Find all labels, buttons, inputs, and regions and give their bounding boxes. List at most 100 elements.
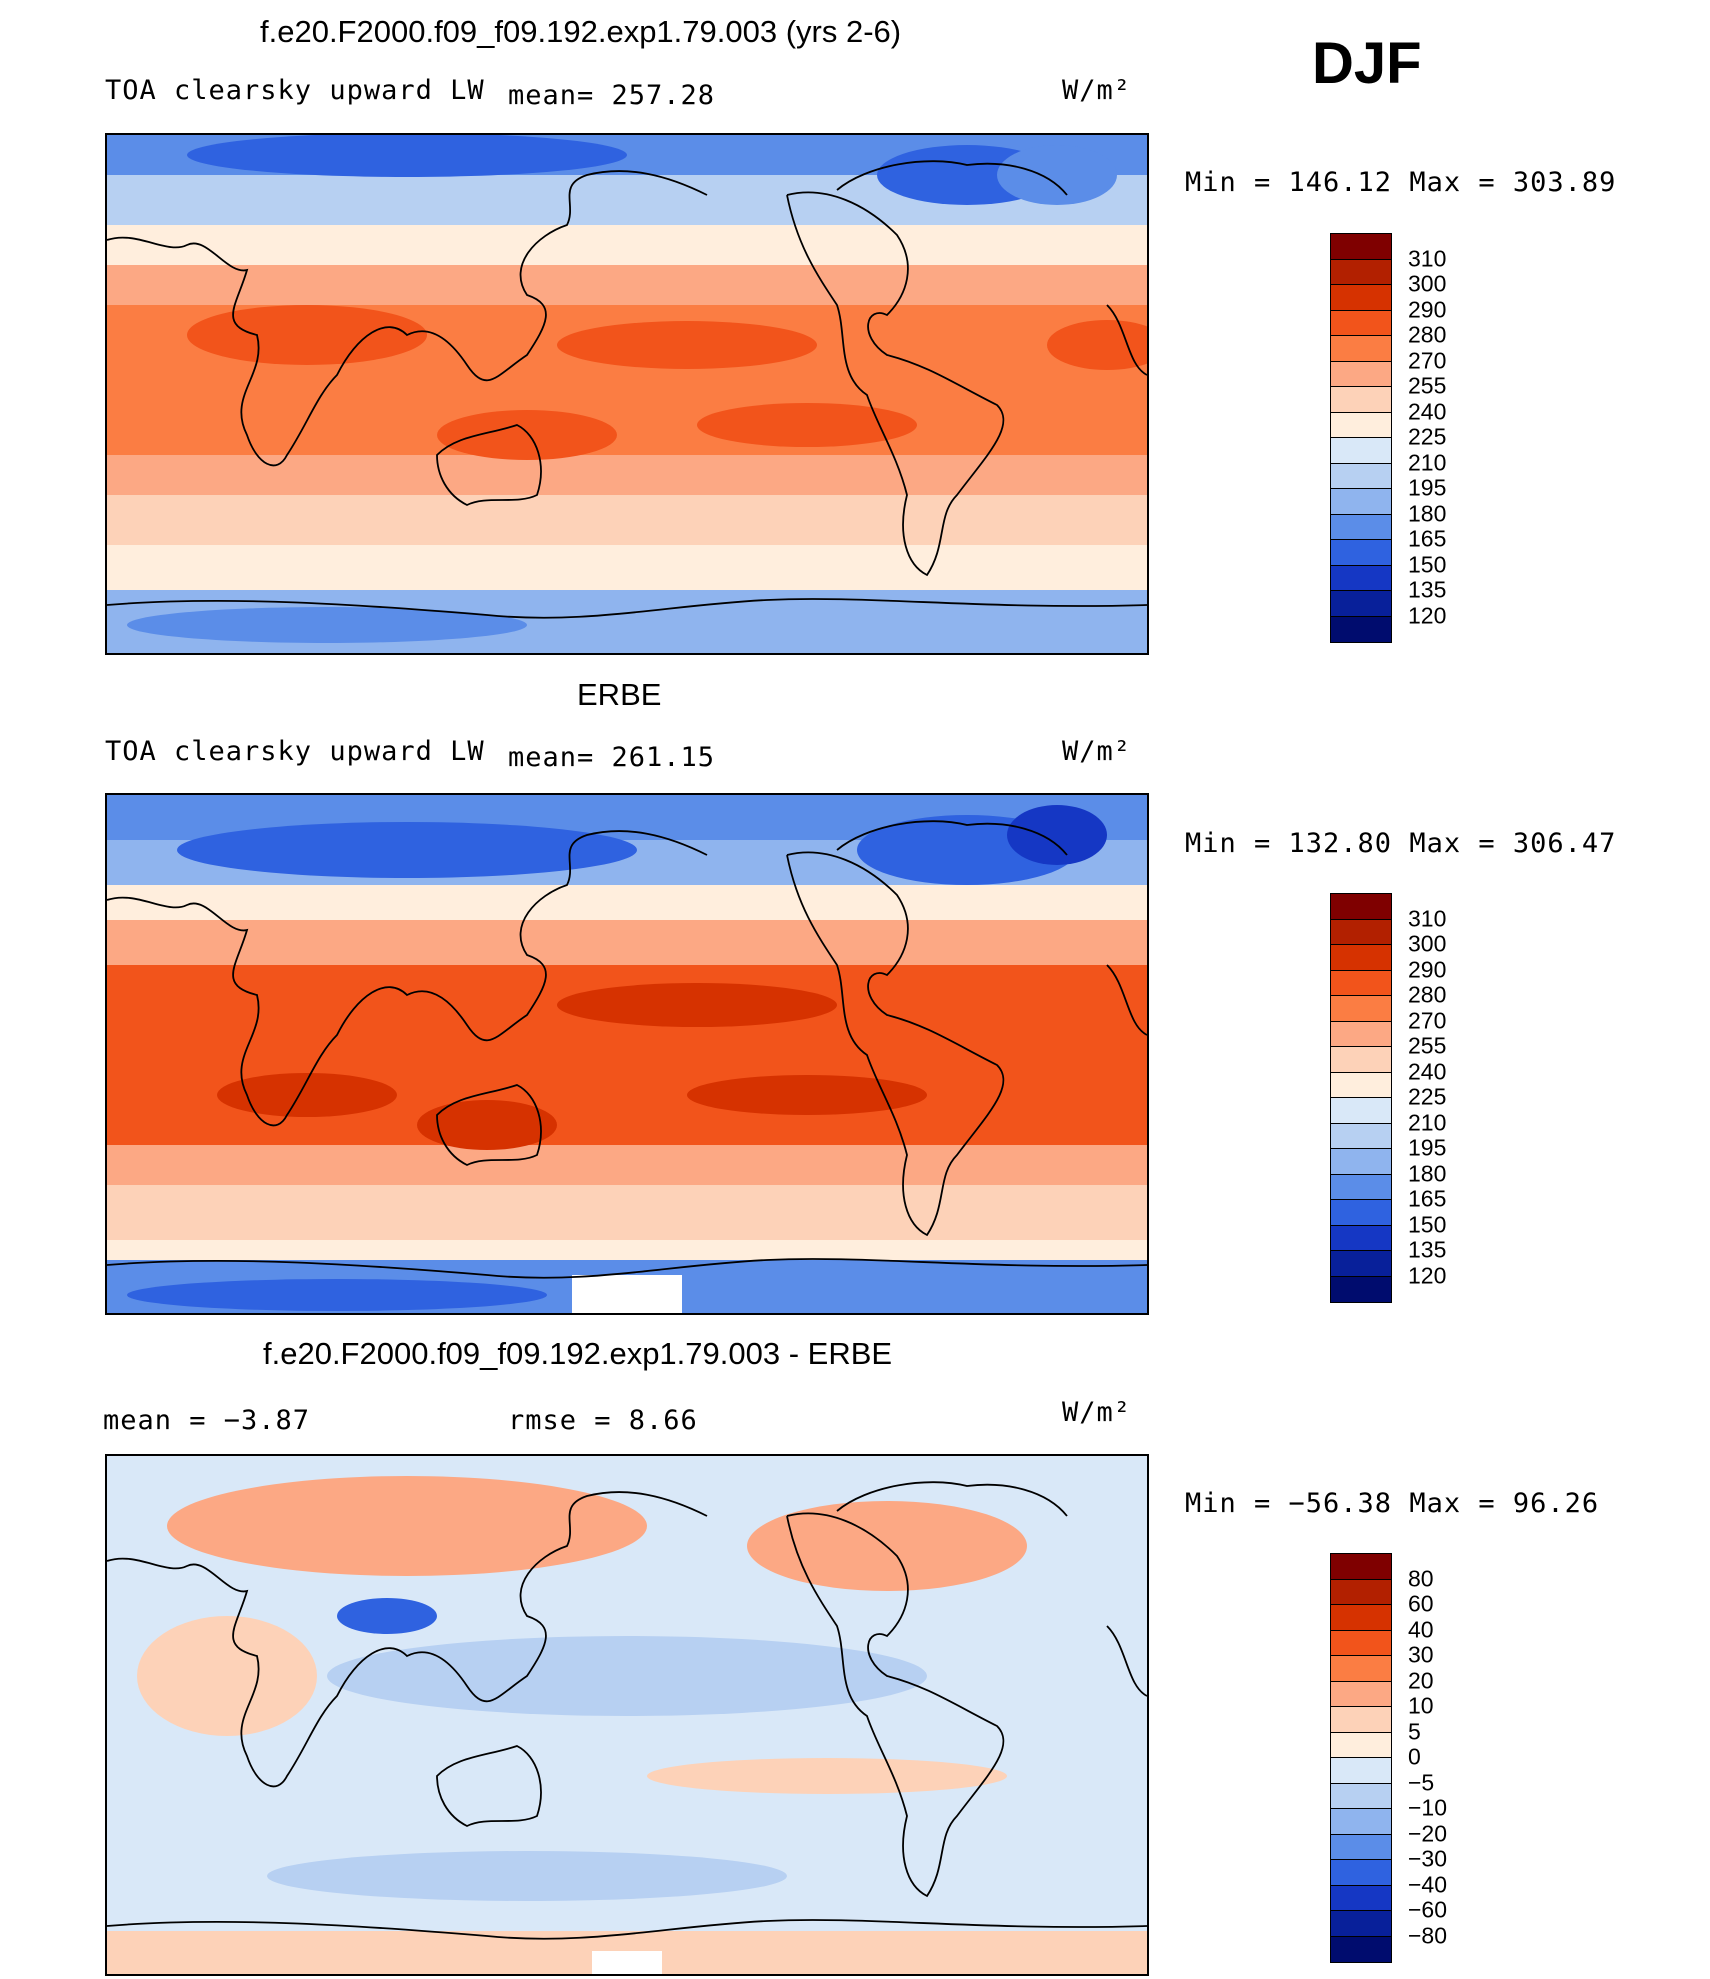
coast-antarctica [107,1919,1147,1940]
colorbar-swatch [1331,361,1391,387]
colorbar-tick-label: 300 [1408,930,1447,957]
coast-africa-west [1106,304,1147,376]
colorbar-swatch [1331,1123,1391,1149]
warm-patch-eurasia [167,1476,647,1576]
colorbar-tick-label: 165 [1408,1185,1447,1212]
colorbar-tick-label: 225 [1408,423,1447,450]
coast-eurasia-africa [107,1491,708,1788]
cool-patch-southern-ocean [267,1851,787,1901]
panel2-variable-label: TOA clearsky upward LW [105,736,485,767]
colorbar-swatch [1331,1630,1391,1656]
warm-blob-indian [437,410,617,460]
warm-blob-pacific-north [557,983,837,1027]
cold-patch-siberia [177,822,637,878]
panel2-title: ERBE [577,677,662,712]
band-south-2 [107,495,1147,545]
colorbar-tick-label: 165 [1408,525,1447,552]
colorbar-swatch [1331,996,1391,1022]
colorbar-swatch [1331,463,1391,489]
colorbar-tick-label: 180 [1408,1160,1447,1186]
colorbar-swatch [1331,1605,1391,1631]
coast-arctic [836,820,1068,856]
coastlines [107,1481,1147,1940]
colorbar-swatch [1331,1554,1391,1580]
colorbar-swatch [1331,1936,1391,1962]
colorbar-swatch [1331,1579,1391,1605]
colorbar-swatch [1331,1225,1391,1251]
colorbar-swatch [1331,1732,1391,1758]
coast-americas [786,191,1005,577]
colorbar-swatch [1331,565,1391,591]
band-north-4 [107,265,1147,305]
colorbar-tick-label: 195 [1408,474,1447,501]
colorbar-swatch [1331,591,1391,617]
panel2-mean-text: mean= 261.15 [508,742,716,773]
panel3-title: f.e20.F2000.f09_f09.192.exp1.79.003 - ER… [263,1336,893,1371]
colorbar-swatch [1331,259,1391,285]
colorbar-tick-label: 280 [1408,321,1447,348]
band-south-3 [107,545,1147,590]
warm-patch-africa [137,1616,317,1736]
colorbar-swatch [1331,1885,1391,1911]
colorbar-tick-label: −40 [1408,1871,1448,1897]
colorbar-tick-label: 80 [1408,1565,1434,1591]
coast-australia [436,1084,542,1167]
band-north-4 [107,920,1147,965]
colorbar-swatch [1331,1911,1391,1937]
colorbar-swatch [1331,540,1391,566]
coast-antarctica [107,598,1147,619]
colorbar-swatch [1331,1860,1391,1886]
colorbar-tick-label: 135 [1408,1236,1447,1263]
warm-blob-pacific-south [687,1075,927,1115]
panel3-map-svg [107,1456,1147,1974]
colorbar-swatch [1331,1707,1391,1733]
band-south-3 [107,1240,1147,1260]
warm-blob-australia [417,1100,557,1150]
coast-australia [436,424,542,507]
band-north-3 [107,225,1147,265]
coast-africa-west [1106,964,1147,1036]
colorbar-swatch [1331,1174,1391,1200]
cold-patch-siberia [187,135,627,177]
coast-eurasia-africa [107,170,708,467]
colorbar-swatch [1331,1656,1391,1682]
coast-arctic [836,160,1068,196]
colorbar-tick-label: 210 [1408,1109,1447,1135]
colorbar-tick-label: 255 [1408,1032,1447,1059]
colorbar-tick-label: 5 [1408,1718,1421,1744]
colorbar-tick-label: 310 [1408,905,1447,931]
coast-arctic [836,1481,1068,1517]
colorbar-swatch [1331,438,1391,464]
warm-blob-southern-africa [217,1073,397,1117]
panel1-units: W/m² [1062,75,1132,106]
colorbar-swatch [1331,1681,1391,1707]
colorbar-tick-label: 120 [1408,602,1447,628]
cold-patch-antarctica [127,607,527,643]
coast-africa-west [1106,1625,1147,1697]
colorbar-swatch [1331,1098,1391,1124]
cold-patch-greenland [1007,805,1107,865]
colorbar-swatch [1331,234,1391,260]
colorbar-swatch [1331,1809,1391,1835]
coastlines [107,160,1147,619]
coastlines [107,820,1147,1279]
colorbar-tick-label: −20 [1408,1820,1448,1846]
band-south-1 [107,455,1147,495]
colorbar-tick-label: 10 [1408,1692,1434,1719]
panel1-variable-label: TOA clearsky upward LW [105,75,485,106]
colorbar-tick-label: 60 [1408,1590,1434,1617]
warm-blob-pacific-north [557,321,817,369]
cold-patch-antarctica [127,1279,547,1311]
band-south-1 [107,1145,1147,1185]
cold-patch-tibet [337,1598,437,1634]
panel3-min-max: Min = −56.38 Max = 96.26 [1185,1488,1600,1519]
panel3-units: W/m² [1062,1397,1132,1428]
colorbar-tick-label: 40 [1408,1616,1434,1642]
colorbar-tick-label: −60 [1408,1896,1448,1923]
colorbar-tick-label: 225 [1408,1083,1447,1110]
colorbar-swatch [1331,387,1391,413]
colorbar-swatch [1331,1047,1391,1073]
colorbar-swatch [1331,1149,1391,1175]
panel3-colorbar [1330,1553,1392,1963]
colorbar-tick-label: 120 [1408,1262,1447,1288]
